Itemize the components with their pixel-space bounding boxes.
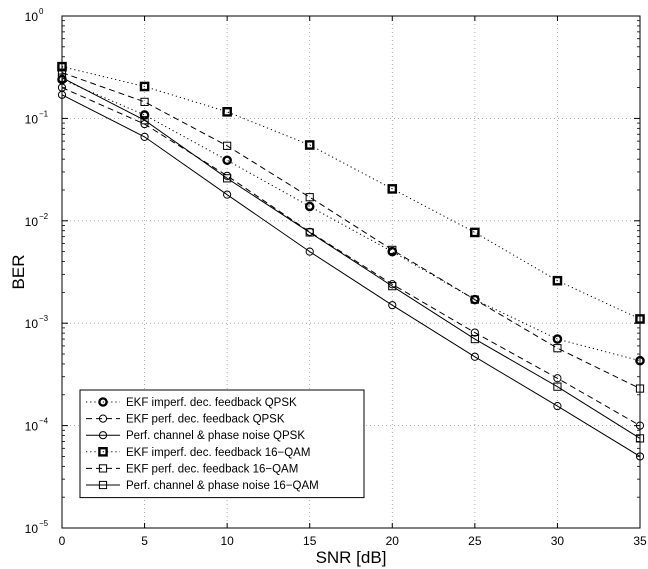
x-tick-label: 25 [468, 534, 482, 548]
legend: EKF imperf. dec. feedback QPSK EKF perf. … [79, 389, 365, 499]
y-tick-exponent: −3 [39, 314, 49, 323]
legend-marker [98, 414, 108, 423]
data-point [553, 382, 562, 391]
legend-entry: Perf. channel & phase noise QPSK [86, 430, 305, 442]
x-tick-label: 5 [141, 534, 148, 548]
legend-marker [98, 464, 108, 473]
plot-frame [61, 15, 641, 529]
series-layer [57, 61, 645, 461]
data-point [139, 110, 150, 120]
data-point [552, 334, 563, 344]
series-line [61, 77, 641, 439]
legend-label: EKF imperf. dec. feedback 16−QAM [126, 447, 310, 459]
y-axis-label: BER [9, 255, 28, 290]
y-tick-label: 10 [25, 10, 39, 24]
x-tick-label: 20 [386, 534, 400, 548]
data-point [305, 193, 314, 202]
data-point [140, 116, 149, 125]
x-tick-label: 15 [303, 534, 317, 548]
series-4 [57, 61, 645, 324]
x-tick-label: 10 [220, 534, 234, 548]
series-line [61, 79, 641, 362]
data-point [388, 282, 397, 291]
series-line [61, 66, 641, 320]
legend-label: EKF imperf. dec. feedback QPSK [126, 397, 297, 409]
data-point [470, 334, 479, 344]
series-line [61, 72, 641, 390]
x-tick-label: 35 [633, 534, 647, 548]
y-tick-exponent: −4 [39, 417, 49, 426]
legend-box [79, 389, 365, 499]
legend-marker [98, 431, 108, 440]
series-line [61, 94, 641, 457]
data-point [223, 190, 232, 199]
data-point [387, 184, 398, 194]
x-tick-label: 30 [551, 534, 565, 548]
legend-label: EKF perf. dec. feedback 16−QAM [126, 463, 298, 475]
data-point [222, 106, 232, 117]
legend-label: Perf. channel & phase noise QPSK [126, 430, 305, 442]
legend-marker [98, 447, 108, 457]
y-tick-label: 10 [25, 215, 39, 229]
y-tick-exponent: −2 [39, 212, 49, 221]
data-point [470, 227, 480, 238]
data-point [304, 140, 315, 150]
data-point [139, 81, 150, 92]
y-tick-label: 10 [25, 522, 39, 536]
legend-entry: EKF perf. dec. feedback 16−QAM [86, 463, 298, 475]
legend-marker [98, 397, 108, 407]
data-point [470, 328, 479, 337]
legend-marker [98, 480, 108, 490]
data-point [223, 174, 232, 183]
legend-label: Perf. channel & phase noise 16−QAM [126, 480, 319, 492]
data-point [305, 247, 314, 256]
y-tick-exponent: −5 [39, 519, 49, 528]
data-point [553, 344, 562, 353]
data-point [470, 295, 479, 304]
data-point [552, 275, 563, 286]
data-point [304, 201, 315, 212]
data-point [223, 141, 232, 150]
legend-entry: EKF imperf. dec. feedback 16−QAM [86, 447, 310, 459]
data-point [388, 301, 397, 310]
y-tick-label: 10 [25, 317, 39, 331]
x-tick-label: 0 [59, 534, 66, 548]
y-tick-exponent: −1 [39, 109, 49, 118]
data-point [388, 245, 397, 254]
data-point [305, 228, 314, 237]
data-point [553, 374, 562, 383]
legend-entry: Perf. channel & phase noise 16−QAM [86, 480, 319, 492]
y-tick-label: 10 [25, 420, 39, 434]
legend-label: EKF perf. dec. feedback QPSK [126, 414, 285, 426]
data-point [470, 352, 479, 361]
data-point [140, 97, 149, 106]
data-point [140, 132, 149, 141]
axis-ticks [61, 15, 641, 529]
data-point [222, 155, 232, 166]
data-point [553, 402, 562, 411]
legend-entry: EKF imperf. dec. feedback QPSK [86, 397, 297, 409]
legend-entry: EKF perf. dec. feedback QPSK [86, 414, 285, 426]
x-axis-label: SNR [dB] [316, 548, 387, 567]
x-tick-labels: 0 5 10 15 20 25 30 35 [59, 534, 647, 548]
y-tick-exponent: 0 [39, 7, 44, 16]
y-tick-label: 10 [25, 112, 39, 126]
